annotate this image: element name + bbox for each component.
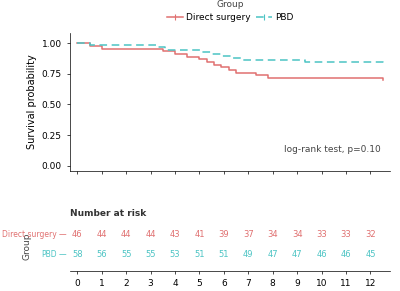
Text: 44: 44 (145, 230, 156, 239)
Legend: Direct surgery, PBD: Direct surgery, PBD (167, 0, 293, 22)
Text: 39: 39 (218, 230, 229, 239)
Y-axis label: Group: Group (22, 233, 31, 260)
Text: 44: 44 (96, 230, 107, 239)
Text: 45: 45 (365, 250, 376, 259)
Text: 55: 55 (145, 250, 156, 259)
Text: —: — (58, 230, 66, 239)
Y-axis label: Survival probability: Survival probability (27, 55, 37, 149)
Text: Number at risk: Number at risk (70, 209, 146, 218)
Text: 58: 58 (72, 250, 83, 259)
Text: 55: 55 (121, 250, 132, 259)
Text: 46: 46 (72, 230, 83, 239)
Text: 44: 44 (121, 230, 132, 239)
Text: —: — (58, 250, 66, 259)
Text: Direct surgery: Direct surgery (2, 230, 56, 239)
Text: PBD: PBD (41, 250, 56, 259)
Text: 41: 41 (194, 230, 205, 239)
Text: log-rank test, p=0.10: log-rank test, p=0.10 (284, 145, 380, 154)
Text: 47: 47 (268, 250, 278, 259)
Text: 51: 51 (194, 250, 205, 259)
Text: 37: 37 (243, 230, 254, 239)
Text: 33: 33 (316, 230, 327, 239)
Text: 43: 43 (170, 230, 180, 239)
Text: 47: 47 (292, 250, 302, 259)
Text: 53: 53 (170, 250, 180, 259)
Text: 56: 56 (96, 250, 107, 259)
Text: 33: 33 (341, 230, 352, 239)
Text: 51: 51 (219, 250, 229, 259)
Text: 34: 34 (268, 230, 278, 239)
Text: 34: 34 (292, 230, 302, 239)
Text: 49: 49 (243, 250, 254, 259)
Text: 46: 46 (316, 250, 327, 259)
Text: 32: 32 (365, 230, 376, 239)
Text: 46: 46 (341, 250, 351, 259)
